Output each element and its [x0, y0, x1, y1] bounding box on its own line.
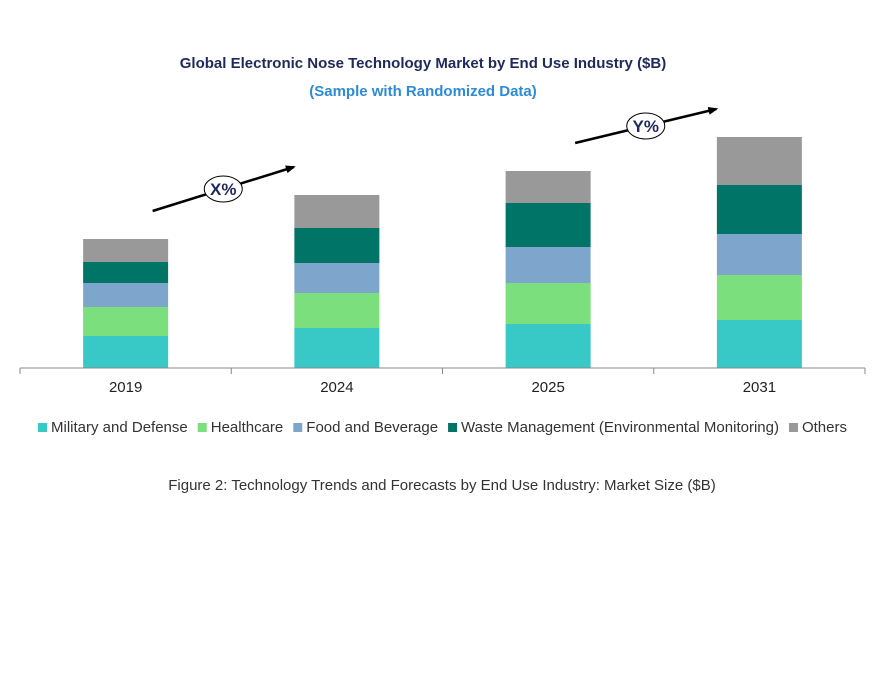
legend-item-waste-management-environmental-monitoring: Waste Management (Environmental Monitori…: [448, 419, 779, 436]
legend-item-others: Others: [788, 419, 847, 436]
legend-swatch: [38, 423, 48, 432]
bar-segment-healthcare-2024: [294, 293, 380, 328]
bar-segment-healthcare-2025: [505, 283, 591, 324]
legend-swatch: [788, 423, 798, 432]
legend-swatch: [197, 423, 207, 432]
bar-segment-waste-management-environmental-monitoring-2031: [716, 185, 802, 234]
bar-segment-military-and-defense-2019: [83, 336, 169, 368]
bar-segment-others-2031: [716, 137, 802, 185]
bar-segment-food-and-beverage-2019: [83, 283, 169, 307]
bar-segment-food-and-beverage-2024: [294, 263, 380, 293]
bar-segment-military-and-defense-2025: [505, 324, 591, 368]
legend-item-food-and-beverage: Food and Beverage: [293, 419, 438, 436]
legend-swatch: [448, 423, 458, 432]
bar-segment-waste-management-environmental-monitoring-2024: [294, 228, 380, 263]
legend: Military and Defense Healthcare Food and B…: [38, 419, 847, 436]
legend-label: Healthcare: [211, 419, 284, 436]
x-tick-label: 2025: [531, 379, 564, 396]
bar-segment-healthcare-2019: [83, 307, 169, 336]
legend-label: Military and Defense: [51, 419, 188, 436]
x-tick-label: 2024: [320, 379, 353, 396]
growth-label: Y%: [633, 117, 659, 136]
growth-annotation-y: Y%: [574, 106, 719, 145]
x-tick-label: 2019: [109, 379, 142, 396]
bars-layer: [83, 137, 802, 368]
growth-badge: [626, 112, 666, 140]
bar-segment-others-2024: [294, 195, 380, 228]
bar-segment-food-and-beverage-2025: [505, 247, 591, 283]
x-tick-label: 2031: [743, 379, 776, 396]
x-axis-labels: 2019 2024 2025 2031: [109, 379, 776, 396]
chart-subtitle: (Sample with Randomized Data): [309, 83, 537, 100]
legend-label: Others: [802, 419, 847, 436]
legend-label: Food and Beverage: [306, 419, 438, 436]
x-axis-ticks: [19, 368, 866, 374]
growth-annotations: X% Y%: [152, 106, 719, 213]
figure-caption: Figure 2: Technology Trends and Forecast…: [168, 477, 715, 494]
growth-annotation-x: X%: [152, 165, 296, 213]
bar-segment-military-and-defense-2024: [294, 328, 380, 368]
bar-segment-waste-management-environmental-monitoring-2019: [83, 262, 169, 283]
bar-segment-waste-management-environmental-monitoring-2025: [505, 203, 591, 247]
bar-segment-healthcare-2031: [716, 275, 802, 320]
bar-segment-others-2025: [505, 171, 591, 203]
growth-badge: [203, 175, 243, 203]
legend-item-military-and-defense: Military and Defense: [38, 419, 188, 436]
bar-segment-food-and-beverage-2031: [716, 234, 802, 275]
growth-label: X%: [210, 180, 236, 199]
legend-label: Waste Management (Environmental Monitori…: [461, 419, 779, 436]
legend-swatch: [293, 423, 303, 432]
bar-segment-military-and-defense-2031: [716, 320, 802, 368]
legend-item-healthcare: Healthcare: [197, 419, 284, 436]
bar-segment-others-2019: [83, 239, 169, 262]
chart-title: Global Electronic Nose Technology Market…: [180, 55, 666, 72]
